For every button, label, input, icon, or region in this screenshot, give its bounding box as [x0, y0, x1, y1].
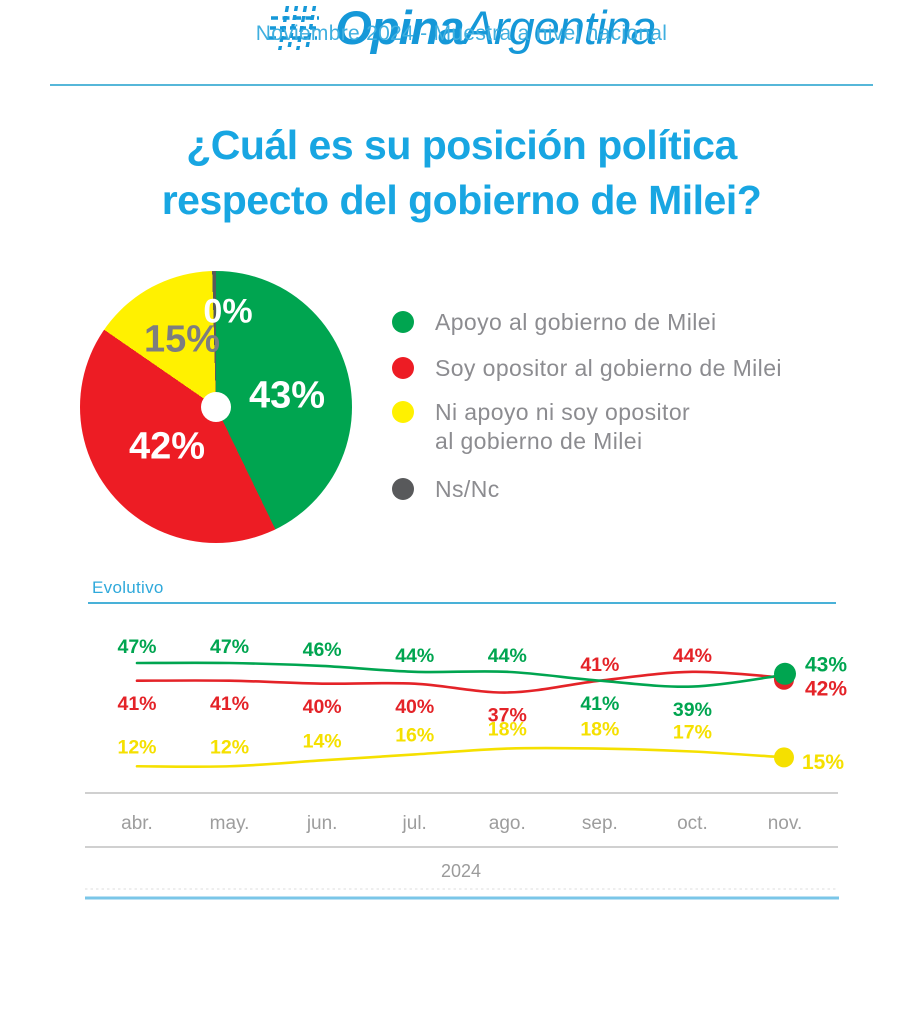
chart-value-label: 41% [117, 693, 156, 715]
chart-value-label: 47% [210, 636, 249, 658]
evolutivo-title: Evolutivo [92, 578, 164, 597]
page-title: ¿Cuál es su posición política respecto d… [0, 118, 923, 229]
chart-value-label: 47% [117, 636, 156, 658]
chart-month-label: may. [210, 813, 250, 834]
chart-value-label: 44% [395, 645, 434, 667]
chart-series-line [135, 746, 787, 768]
chart-series-line [135, 670, 787, 694]
header-subtitle: Noviembre 2024 - Muestra a nivel naciona… [255, 22, 668, 45]
hashtag-icon [269, 5, 320, 50]
chart-value-label: 41% [210, 693, 249, 715]
pie-slice-label: 15% [143, 318, 221, 361]
chart-value-label: 18% [488, 719, 527, 741]
chart-value-label: 14% [303, 731, 342, 753]
chart-value-label: 15% [802, 751, 844, 774]
legend-item-nsnc: Ns/Nc [392, 475, 500, 504]
chart-value-label: 40% [303, 696, 342, 718]
green-dot-icon [392, 311, 414, 333]
gray-dot-icon [392, 478, 414, 500]
chart-month-label: nov. [768, 813, 803, 834]
chart-value-label: 44% [488, 645, 527, 667]
chart-value-label: 44% [673, 645, 712, 667]
green-end-marker [773, 662, 796, 685]
pie-slice-label: 0% [203, 292, 253, 331]
chart-value-label: 42% [805, 677, 847, 700]
title-line-2: respecto del gobierno de Milei? [161, 177, 762, 224]
chart-year-label: 2024 [441, 861, 481, 881]
chart-value-label: 40% [395, 696, 434, 718]
brand-logo-text: OpinaArgentina [335, 0, 656, 55]
legend-label: Apoyo al gobierno de Milei [435, 309, 717, 335]
pie-center-hole [201, 392, 231, 422]
red-dot-icon [392, 357, 414, 379]
legend-label: Ns/Nc [435, 476, 500, 502]
legend-item-ni-apoyo-ni-opositor: Ni apoyo ni soy opositor al gobierno de … [392, 398, 690, 456]
chart-value-label: 18% [580, 719, 619, 741]
yellow-dot-icon [392, 401, 414, 423]
chart-month-label: ago. [489, 813, 526, 834]
chart-value-label: 46% [303, 639, 342, 661]
chart-month-label: oct. [677, 813, 708, 834]
brand-argentina: Argentina [463, 1, 656, 54]
pie-chart: 43% 42% 15% 0% [80, 271, 352, 543]
legend-label: Ni apoyo ni soy opositor al gobierno de … [435, 398, 690, 456]
header-divider [50, 84, 873, 86]
chart-value-label: 37% [488, 705, 527, 727]
legend-item-opositor: Soy opositor al gobierno de Milei [392, 354, 782, 383]
yellow-end-marker [773, 747, 794, 768]
chart-value-label: 17% [673, 722, 712, 744]
chart-value-label: 12% [210, 736, 249, 758]
chart-value-label: 43% [805, 653, 847, 676]
pie-slice-label: 42% [128, 425, 206, 468]
brand-footer: OpinaArgentina [0, 0, 923, 55]
brand-opina: Opina [335, 1, 464, 54]
evolutivo-line-chart: abr. may. jun. jul. ago. sep. oct. nov. 2024 47% 4… [85, 636, 847, 900]
chart-month-label: abr. [121, 813, 153, 834]
chart-value-label: 41% [580, 654, 619, 676]
legend-label-line-2: al gobierno de Milei [435, 428, 643, 454]
chart-series-line [135, 661, 787, 689]
chart-month-label: jun. [306, 813, 338, 834]
legend-label-line-1: Ni apoyo ni soy opositor [435, 399, 691, 425]
chart-value-label: 16% [395, 725, 434, 747]
pie-slice-label: 43% [248, 374, 326, 417]
chart-month-label: sep. [582, 813, 618, 834]
chart-value-label: 41% [580, 693, 619, 715]
chart-value-label: 39% [673, 699, 712, 721]
chart-value-label: 12% [117, 736, 156, 758]
legend-label: Soy opositor al gobierno de Milei [435, 355, 782, 381]
title-line-1: ¿Cuál es su posición política [186, 122, 737, 168]
legend-item-apoyo: Apoyo al gobierno de Milei [392, 308, 716, 337]
evolutivo-divider [88, 602, 836, 604]
chart-month-label: jul. [402, 813, 427, 834]
